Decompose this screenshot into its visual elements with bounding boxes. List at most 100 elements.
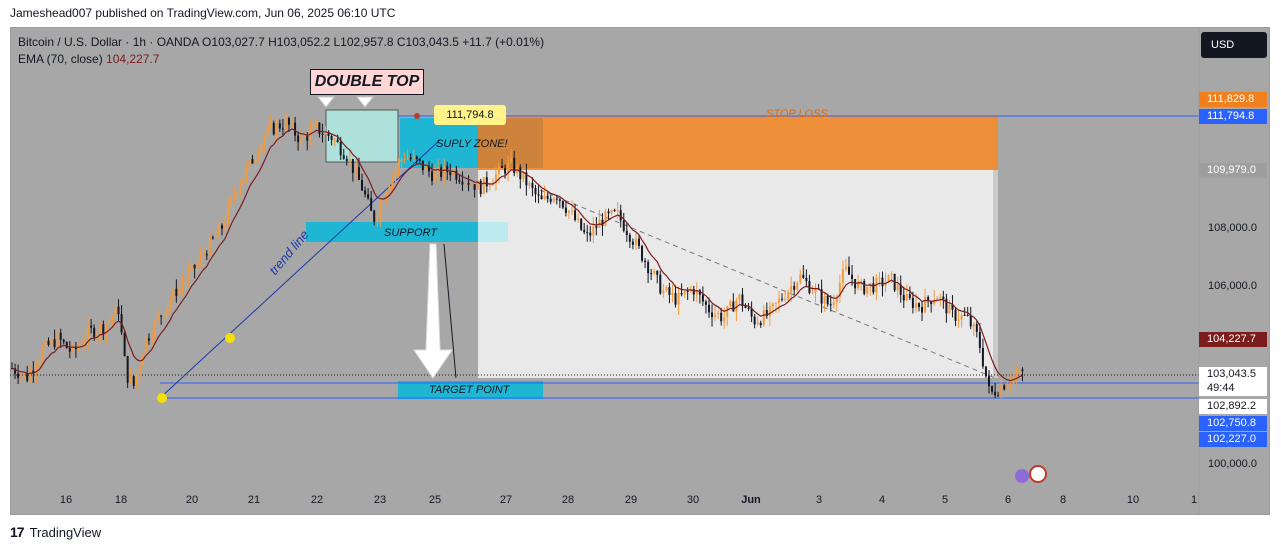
- candle-body: [281, 128, 284, 130]
- candle-body: [860, 281, 863, 283]
- candle-body: [251, 158, 254, 164]
- candle-body: [141, 355, 144, 367]
- candle-body: [546, 195, 549, 199]
- candle-body: [787, 291, 790, 300]
- news-icon: [1015, 469, 1029, 483]
- candle-body: [318, 122, 321, 134]
- tradingview-brand-label: TradingView: [29, 524, 102, 540]
- candle-body: [324, 131, 327, 135]
- candle-body: [686, 290, 689, 292]
- candle-body: [823, 295, 826, 304]
- candle-body: [214, 235, 217, 238]
- candle-body: [443, 165, 446, 178]
- candle-body: [631, 241, 634, 245]
- candle-body: [351, 158, 354, 173]
- candle-body: [1006, 385, 1009, 390]
- candle-body: [233, 194, 236, 198]
- candle-body: [217, 225, 220, 236]
- candle-body: [367, 194, 370, 199]
- candle-body: [38, 360, 41, 367]
- supply-zone: [400, 118, 478, 168]
- candle-body: [799, 274, 802, 283]
- candle-body: [117, 306, 120, 314]
- candle-body: [978, 331, 981, 348]
- candle-body: [838, 283, 841, 298]
- candle-body: [966, 314, 969, 316]
- candle-body: [84, 340, 87, 345]
- candle-body: [753, 316, 756, 325]
- candle-body: [534, 187, 537, 195]
- candle-body: [991, 386, 994, 392]
- supply-zone-label: SUPLY ZONE!: [436, 138, 508, 150]
- target-arrow: [413, 243, 453, 379]
- candle-body: [729, 301, 732, 307]
- candle-body: [975, 324, 978, 332]
- candle-body: [908, 294, 911, 298]
- candle-body: [14, 368, 17, 374]
- candle-body: [994, 391, 997, 396]
- candle-body: [927, 296, 930, 302]
- candle-body: [254, 158, 257, 164]
- candle-body: [105, 323, 108, 334]
- candle-body: [154, 320, 157, 337]
- descending-dashed-line: [539, 189, 996, 379]
- candle-body: [911, 297, 914, 308]
- candle-body: [71, 346, 74, 352]
- candle-body: [431, 171, 434, 182]
- candle-body: [616, 210, 619, 212]
- candle-body: [464, 182, 467, 185]
- candle-body: [586, 232, 589, 234]
- candle-body: [659, 274, 662, 294]
- candle-body: [409, 157, 412, 160]
- candle-body: [884, 282, 887, 287]
- candle-body: [385, 192, 388, 202]
- candle-body: [835, 297, 838, 303]
- x-tick: 22: [310, 494, 324, 506]
- candle-body: [239, 184, 242, 193]
- candle-body: [482, 177, 485, 195]
- candle-body: [561, 200, 564, 208]
- candle-body: [653, 270, 656, 274]
- candle-body: [735, 300, 738, 312]
- candle-body: [23, 372, 26, 375]
- currency-button[interactable]: USD: [1201, 32, 1267, 58]
- x-tick: 20: [185, 494, 199, 506]
- price-chart[interactable]: [0, 0, 1281, 520]
- candle-body: [774, 302, 777, 304]
- candle-body: [20, 374, 23, 378]
- candle-body: [851, 274, 854, 279]
- candle-body: [811, 292, 814, 294]
- candle-body: [744, 306, 747, 308]
- candle-body: [126, 356, 129, 383]
- candle-body: [677, 293, 680, 305]
- candle-body: [339, 141, 342, 156]
- candle-body: [711, 312, 714, 318]
- candle-body: [144, 338, 147, 356]
- candle-body: [93, 327, 96, 338]
- candle-body: [720, 312, 723, 322]
- publisher-line: Jameshead007 published on TradingView.co…: [10, 6, 396, 20]
- candle-body: [87, 325, 90, 341]
- candle-body: [510, 157, 513, 162]
- candle-body: [333, 139, 336, 141]
- candle-body: [163, 315, 166, 317]
- candle-body: [479, 180, 482, 195]
- candle-body: [361, 179, 364, 191]
- candle-body: [56, 332, 59, 348]
- candle-body: [224, 222, 227, 229]
- candle-body: [647, 261, 650, 274]
- candle-body: [354, 167, 357, 173]
- candle-body: [802, 274, 805, 278]
- candle-body: [829, 304, 832, 306]
- candle-body: [434, 172, 437, 182]
- candle-body: [424, 165, 427, 170]
- candle-body: [634, 238, 637, 245]
- candle-body: [942, 296, 945, 299]
- tradingview-brand[interactable]: 17 TradingView: [10, 524, 101, 540]
- trend-line: [159, 139, 441, 399]
- ema-line: [11, 128, 1023, 382]
- candle-body: [522, 172, 525, 180]
- candle-body: [166, 307, 169, 316]
- candle-body: [574, 210, 577, 221]
- target-arrow-line: [443, 243, 457, 379]
